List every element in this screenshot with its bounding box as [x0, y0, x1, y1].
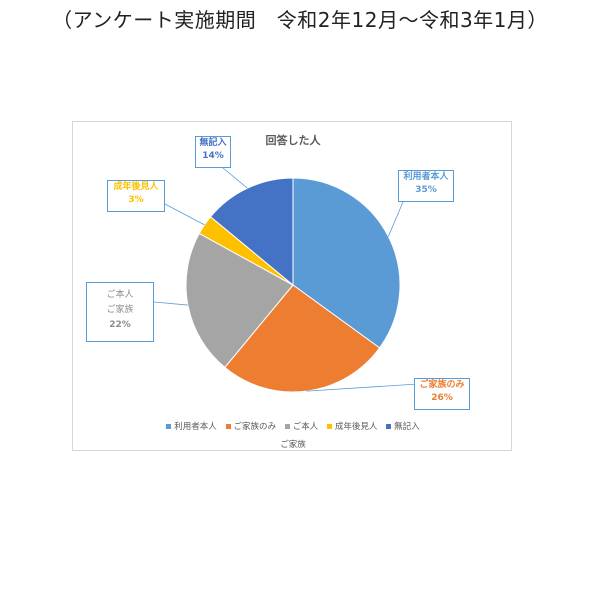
legend-swatch [225, 424, 231, 429]
callout-ご本人ご家族: ご本人 ご家族 22% [86, 282, 154, 342]
legend-item: 利用者本人 [166, 420, 217, 432]
legend-item: 成年後見人 [326, 420, 378, 432]
leader-line [153, 301, 188, 306]
callout-label: ご家族のみ [419, 380, 465, 390]
legend-swatch [326, 424, 332, 429]
callout-label: 無記入 [199, 138, 227, 148]
chart-frame: 回答した人 利用者本人 35% ご家族のみ 26% ご本人 ご家族 22% 成年… [72, 121, 512, 451]
legend-item: ご本人 [284, 420, 319, 432]
callout-percent: 35% [415, 185, 437, 195]
callout-label: ご本人 [106, 290, 134, 300]
legend-item: 無記入 [386, 420, 420, 432]
callout-percent: 26% [431, 393, 453, 403]
callout-label-line2: ご家族 [106, 305, 134, 315]
callout-percent: 3% [128, 195, 144, 205]
callout-利用者本人: 利用者本人 35% [398, 170, 454, 202]
leader-line [387, 201, 404, 237]
leader-line [222, 167, 248, 189]
callout-label: 成年後見人 [113, 182, 159, 192]
legend-label: ご本人 [292, 422, 319, 432]
callout-percent: 14% [202, 151, 224, 161]
leader-line [306, 383, 419, 392]
legend-label: 成年後見人 [334, 422, 378, 432]
legend-wrapped-line: ご家族 [280, 440, 306, 450]
callout-成年後見人: 成年後見人 3% [107, 180, 165, 212]
callout-percent: 22% [109, 320, 131, 330]
legend: 利用者本人 ご家族のみ ご本人 成年後見人 無記入 [73, 420, 513, 432]
page-caption: （アンケート実施期間 令和2年12月～令和3年1月） [52, 8, 548, 32]
legend-label: 利用者本人 [174, 422, 217, 432]
legend-label: 無記入 [394, 422, 420, 432]
callout-label: 利用者本人 [403, 172, 449, 182]
legend-item: ご家族のみ [225, 420, 277, 432]
legend-swatch [284, 424, 290, 429]
chart-title: 回答した人 [265, 134, 321, 147]
legend-swatch [386, 424, 392, 429]
callout-ご家族のみ: ご家族のみ 26% [414, 378, 470, 410]
pie-slice [224, 284, 381, 393]
legend-swatch [166, 424, 172, 429]
callout-無記入: 無記入 14% [195, 136, 231, 168]
leader-line [164, 203, 205, 226]
pie-slice [209, 177, 294, 287]
legend-label: ご家族のみ [233, 422, 277, 432]
pie-chart [153, 167, 419, 393]
